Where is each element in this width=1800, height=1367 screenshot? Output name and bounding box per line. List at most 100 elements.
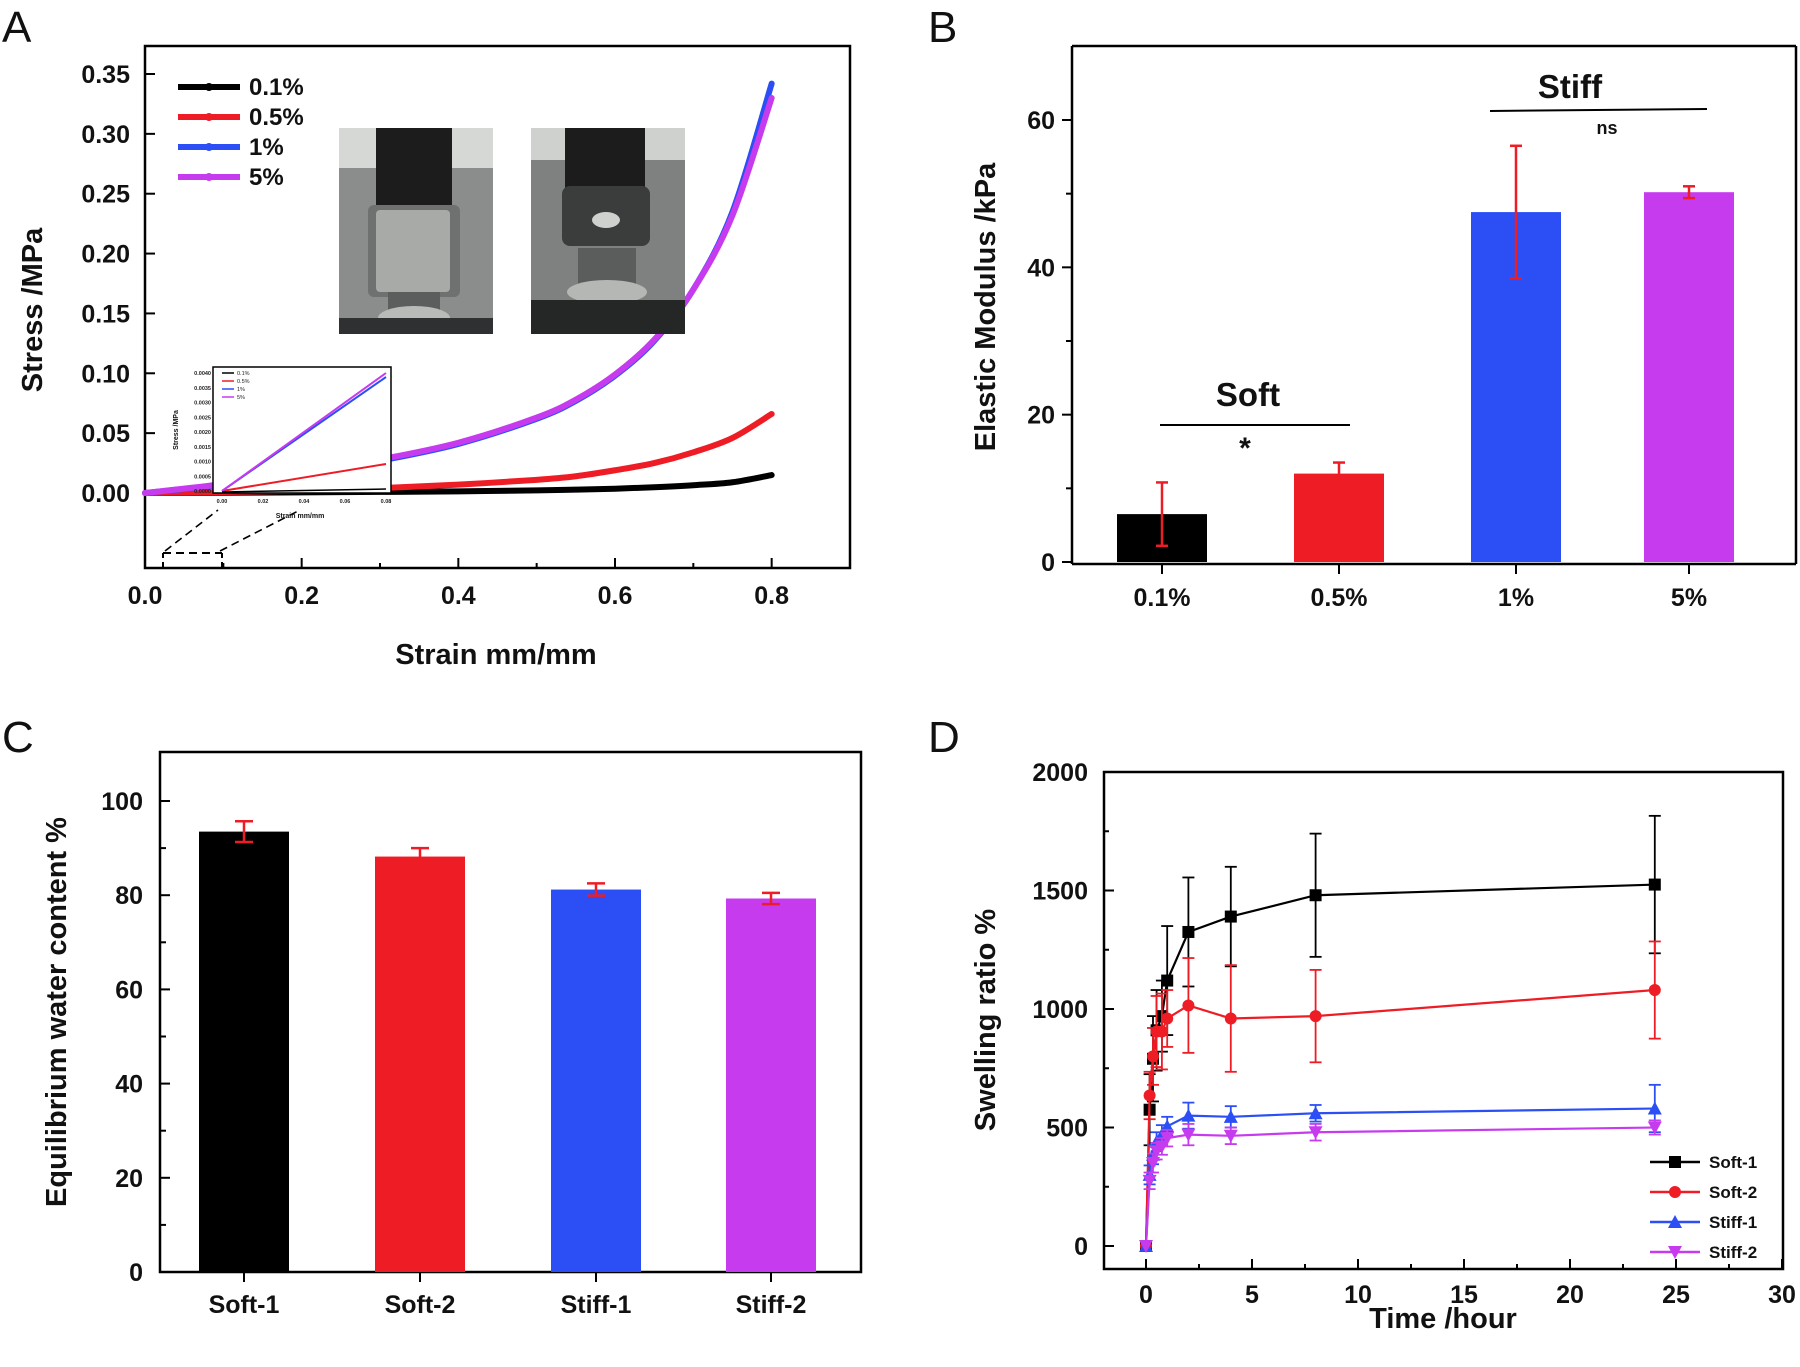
panel-c-bars [199,820,816,1272]
panel-c-bar-Stiff-2 [726,898,816,1272]
inset-xtick-label: 0.04 [299,499,311,505]
panel-d-ytick-label: 0 [1074,1233,1088,1261]
panel-a-ytick-label: 0.10 [81,360,130,388]
panel-b-xtick-label: 0.1% [1134,584,1191,612]
panel-d-point [1224,1012,1237,1025]
panel-d-point [1309,889,1322,902]
panel-b-ytick-label: 40 [1027,254,1055,282]
panel-d-ticks: 0 5 10 15 20 25 30 0 500 1000 1500 2000 [1032,759,1796,1309]
panel-a-ytick-label: 0.25 [81,181,130,209]
panel-b-ticks: 0 20 40 60 0.1% 0.5% 1% 5% [1027,107,1707,612]
panel-c-ytick-label: 20 [115,1165,143,1193]
inset-xlabel: Strain mm/mm [276,513,325,520]
panel-a-xtick-label: 0.2 [284,582,319,610]
panel-d-series-Stiff-1 [1139,1083,1662,1252]
inset-legend-label: 1% [237,387,245,393]
inset-ytick-label: 0.0020 [194,430,211,436]
panel-d-ytick-label: 1500 [1032,878,1088,906]
panel-d-point [1182,999,1195,1012]
soft-group-label: Soft [1216,376,1280,413]
panel-c-ticks: 0 20 40 60 80 100 Soft-1 Soft-2 Stiff-1 Stiff-2 [101,788,806,1319]
panel-d-legend-label: Stiff-1 [1709,1213,1757,1232]
panel-c-ytick-label: 40 [115,1071,143,1099]
panel-d-legend-label: Soft-1 [1709,1153,1757,1172]
panel-b-bar-0.5% [1294,473,1384,562]
panel-d-point [1647,1121,1662,1135]
panel-c-ytick-label: 60 [115,976,143,1004]
inset-ytick-label: 0.0030 [194,401,211,407]
inset-xtick-label: 0.00 [217,499,228,505]
panel-d-ylabel: Swelling ratio % [970,909,1002,1132]
panel-d-series [1139,814,1662,1253]
panel-a-legend-marker [205,83,213,91]
panel-a-ytick-label: 0.30 [81,121,130,149]
panel-b-xtick-label: 5% [1671,584,1707,612]
panel-label-a: A [2,3,32,52]
compression-test-photo-1 [339,128,493,334]
panel-d-legend: Soft-1 Soft-2 Stiff-1 Stiff-2 [1650,1153,1757,1262]
panel-d-legend-marker [1669,1156,1681,1168]
panel-a-stress-strain: 0.0 0.2 0.4 0.6 0.8 0.00 0.05 0.10 0.15 0.20 0.25 0… [17,44,852,671]
panel-d-point [1142,1174,1157,1188]
panel-c-ylabel: Equilibrium water content % [41,817,73,1207]
panel-d-legend-marker [1668,1246,1682,1259]
panel-a-ticks: 0.0 0.2 0.4 0.6 0.8 0.00 0.05 0.10 0.15 0.20 0.25 0… [81,61,789,610]
panel-c-bar-Soft-2 [375,856,465,1272]
panel-c-bar-Soft-1 [199,831,289,1272]
stiff-group-label: Stiff [1538,68,1603,105]
panel-b-xtick-label: 1% [1498,584,1534,612]
panel-b-ytick-label: 60 [1027,107,1055,135]
panel-a-ytick-label: 0.35 [81,61,130,89]
panel-c-xtick-label: Soft-2 [385,1291,456,1319]
panel-d-point [1181,1108,1196,1122]
panel-b-bar-5% [1644,192,1734,562]
panel-d-point [1161,974,1174,987]
panel-d-series-Stiff-2 [1139,1119,1662,1253]
panel-b-xtick-label: 0.5% [1311,584,1368,612]
panel-d-point [1139,1240,1153,1253]
panel-d-series-Soft-2 [1140,940,1661,1252]
inset-ytick-label: 0.0035 [194,386,211,392]
panel-d-legend-label: Stiff-2 [1709,1243,1757,1262]
inset-ytick-label: 0.0040 [194,371,211,377]
panel-d-xtick-label: 30 [1768,1281,1796,1309]
panel-d-point [1309,1010,1322,1023]
panel-d-point [1161,1012,1174,1025]
panel-a-legend-label: 1% [249,134,284,161]
panel-a-xtick-label: 0.6 [598,582,633,610]
inset-ytick-label: 0.0010 [194,460,211,466]
panel-d-point [1181,1128,1196,1142]
panel-b-ytick-label: 20 [1027,402,1055,430]
panel-d-xtick-label: 20 [1556,1281,1584,1309]
panel-d-point [1223,1109,1238,1123]
panel-a-xtick-label: 0.8 [754,582,789,610]
panel-d-point [1182,925,1195,938]
panel-b-ylabel: Elastic Modulus /kPa [970,162,1002,451]
soft-significance: * [1239,432,1251,465]
panel-d-line [1144,988,1655,1247]
panel-d-frame [1102,770,1785,1271]
panel-c-bar-Stiff-1 [551,889,641,1272]
panel-a-ytick-label: 0.05 [81,420,130,448]
panel-a-frame [143,44,852,570]
panel-a-xtick-label: 0.0 [128,582,163,610]
stiff-bracket [1489,108,1708,112]
panel-c-ytick-label: 80 [115,882,143,910]
panel-a-inset: 0.0000 0.0005 0.0010 0.0015 0.0020 0.0025 0.00… [162,366,392,568]
panel-a-legend: 0.1% 0.5% 1% 5% [178,74,304,191]
inset-ytick-label: 0.0000 [194,489,211,495]
panel-d-point [1648,984,1661,997]
panel-a-legend-marker [205,173,213,181]
panel-d-xtick-label: 0 [1139,1281,1153,1309]
panel-d-point [1308,1126,1323,1140]
panel-c-ytick-label: 100 [101,788,143,816]
panel-d-point [1223,1129,1238,1143]
panel-a-ytick-label: 0.00 [81,480,130,508]
panel-a-legend-marker [205,113,213,121]
panel-d-point [1160,1132,1175,1146]
panel-a-ytick-label: 0.15 [81,300,130,328]
panel-d-series-Soft-1 [1140,814,1661,1252]
panel-a-inset-ticks: 0.0000 0.0005 0.0010 0.0015 0.0020 0.0025 0.00… [194,371,391,505]
panel-d-xtick-label: 10 [1344,1281,1372,1309]
